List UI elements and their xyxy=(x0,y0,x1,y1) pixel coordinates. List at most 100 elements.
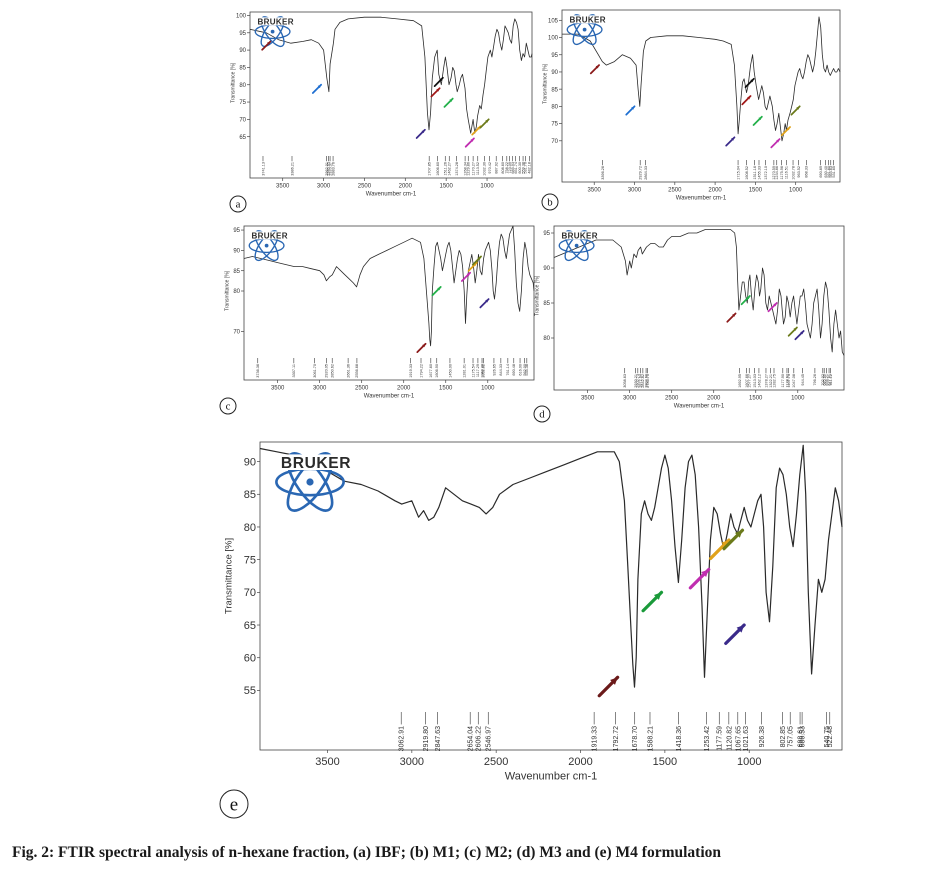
peak-label: 2940.65 xyxy=(327,162,331,176)
peak-label: 2842.82 xyxy=(641,374,645,388)
peak-label: 3061.70 xyxy=(313,364,317,378)
y-tick-label: 100 xyxy=(548,36,559,42)
spectrum-line xyxy=(249,16,533,134)
logo-nucleus xyxy=(270,29,275,34)
peak-label: 1268.34 xyxy=(463,162,467,176)
peak-label: 1588.21 xyxy=(647,726,654,751)
logo-band xyxy=(246,231,293,240)
y-tick-label: 80 xyxy=(239,83,246,89)
plot-frame xyxy=(243,225,535,381)
peak-label: 802.85 xyxy=(780,726,787,748)
y-axis-label: Transmittance [%] xyxy=(230,62,236,103)
y-tick-label: 85 xyxy=(239,66,246,72)
peak-arrow-head xyxy=(747,96,751,100)
peak-label: 723.09 xyxy=(508,162,512,174)
peak-label: 1678.70 xyxy=(632,726,639,751)
peak-label: 1113.52 xyxy=(476,162,480,175)
peak-label: 1270.59 xyxy=(772,166,776,180)
peak-arrow-head xyxy=(734,530,743,538)
y-tick-label: 85 xyxy=(244,489,256,501)
peak-label: 3386.21 xyxy=(290,162,294,176)
peak-arrow-head xyxy=(796,106,800,110)
y-tick-label: 100 xyxy=(236,14,247,20)
panel-label-circle xyxy=(541,193,559,211)
peak-arrow-head xyxy=(610,677,618,685)
peak-label: 1677.60 xyxy=(429,364,433,378)
y-tick-label: 65 xyxy=(244,620,256,632)
peak-label: 2654.04 xyxy=(468,726,475,751)
logo-band xyxy=(252,17,299,26)
panel-label-circle xyxy=(219,789,249,819)
peak-arrow-head xyxy=(422,343,426,348)
panel-label: d xyxy=(539,409,545,421)
outer-box xyxy=(219,223,537,409)
x-tick-label: 3500 xyxy=(276,184,290,190)
y-tick-label: 90 xyxy=(551,70,558,76)
peak-label: 1067.65 xyxy=(735,726,742,751)
peak-label: 1128.62 xyxy=(785,374,789,387)
y-tick-label: 80 xyxy=(233,289,240,295)
peak-label: 1919.33 xyxy=(409,364,413,378)
peak-label: 3736.36 xyxy=(256,364,260,378)
peak-label: 2847.63 xyxy=(435,726,442,751)
peak-label: 1607.66 xyxy=(745,374,749,388)
chart-panel-d: 80 85 90 95 3500 3000 2500 2000 1500 1000 Wavenumb… xyxy=(532,222,846,428)
peak-arrow-head xyxy=(731,137,735,141)
peak-label: 1792.72 xyxy=(613,726,620,751)
x-tick-label: 2000 xyxy=(397,386,411,392)
x-tick-label: 2500 xyxy=(665,396,679,402)
peak-arrow-head xyxy=(477,126,481,130)
peak-arrow-head xyxy=(773,303,777,307)
peak-label: 522.48 xyxy=(827,726,834,748)
peak-label: 808.60 xyxy=(501,162,505,174)
y-axis-label: Transmittance [%] xyxy=(223,538,234,614)
peak-label: 535.38 xyxy=(525,364,529,376)
x-tick-label: 1500 xyxy=(749,396,763,402)
peak-label: 1707.85 xyxy=(428,162,432,176)
y-axis-label: Transmittance [%] xyxy=(224,270,230,311)
spectrum-line xyxy=(562,16,841,142)
peak-label: 685.60 xyxy=(823,374,827,386)
peak-label: 1455.33 xyxy=(757,166,761,180)
plot-frame xyxy=(259,441,843,751)
logo-band xyxy=(271,454,361,470)
bruker-logo: BRUKER xyxy=(564,14,611,46)
y-tick-label: 85 xyxy=(551,87,558,93)
peak-label: 2920.37 xyxy=(328,162,332,176)
peak-label: 1032.78 xyxy=(791,166,795,180)
peak-arrow-head xyxy=(721,540,729,548)
peak-label: 1175.96 xyxy=(780,166,784,179)
chart-panel-c: 70 80 85 90 95 3500 3000 2500 2000 1500 1000 Wavenu… xyxy=(218,222,536,418)
chart-panel-a: 65 70 75 80 85 90 95 100 3500 3000 2500 2000 1500 100… xyxy=(228,8,536,216)
y-tick-label: 90 xyxy=(239,48,246,54)
peak-label: 564.63 xyxy=(829,166,833,178)
y-tick-label: 90 xyxy=(233,248,240,254)
ftir-chart-a: 65 70 75 80 85 90 95 100 3500 3000 2500 2000 1500 100… xyxy=(229,11,533,213)
y-tick-label: 90 xyxy=(543,266,550,272)
x-tick-label: 3500 xyxy=(315,756,339,768)
peak-label: 531.70 xyxy=(524,162,528,174)
logo-nucleus xyxy=(306,478,314,486)
peak-label: 887.92 xyxy=(495,162,499,174)
peak-arrow-head xyxy=(800,331,804,335)
peak-label: 1919.33 xyxy=(592,726,599,751)
ftir-chart-e: 55 60 65 70 75 80 85 90 3500 3000 2500 2000 1500 1000… xyxy=(219,441,843,819)
peak-label: 2872.64 xyxy=(639,374,643,388)
peak-label: 1282.75 xyxy=(772,374,776,388)
panel-label-circle xyxy=(229,195,247,213)
peak-label: 651.74 xyxy=(514,162,518,174)
bruker-logo: BRUKER xyxy=(246,230,293,262)
peak-label: 1462.27 xyxy=(448,162,452,176)
peak-label: 1608.52 xyxy=(745,166,749,180)
y-tick-label: 70 xyxy=(233,330,240,336)
logo-band xyxy=(556,231,603,240)
spectrum-line xyxy=(553,229,845,356)
x-tick-label: 1500 xyxy=(439,386,453,392)
peak-arrow-head xyxy=(750,78,754,83)
peak-arrow-head xyxy=(736,625,745,633)
peak-label: 1177.59 xyxy=(717,726,724,751)
logo-nucleus xyxy=(574,243,579,248)
x-tick-label: 2000 xyxy=(708,188,722,194)
ftir-chart-d: 80 85 90 95 3500 3000 2500 2000 1500 1000 Wavenumb… xyxy=(533,225,845,423)
bruker-logo: BRUKER xyxy=(252,16,299,48)
